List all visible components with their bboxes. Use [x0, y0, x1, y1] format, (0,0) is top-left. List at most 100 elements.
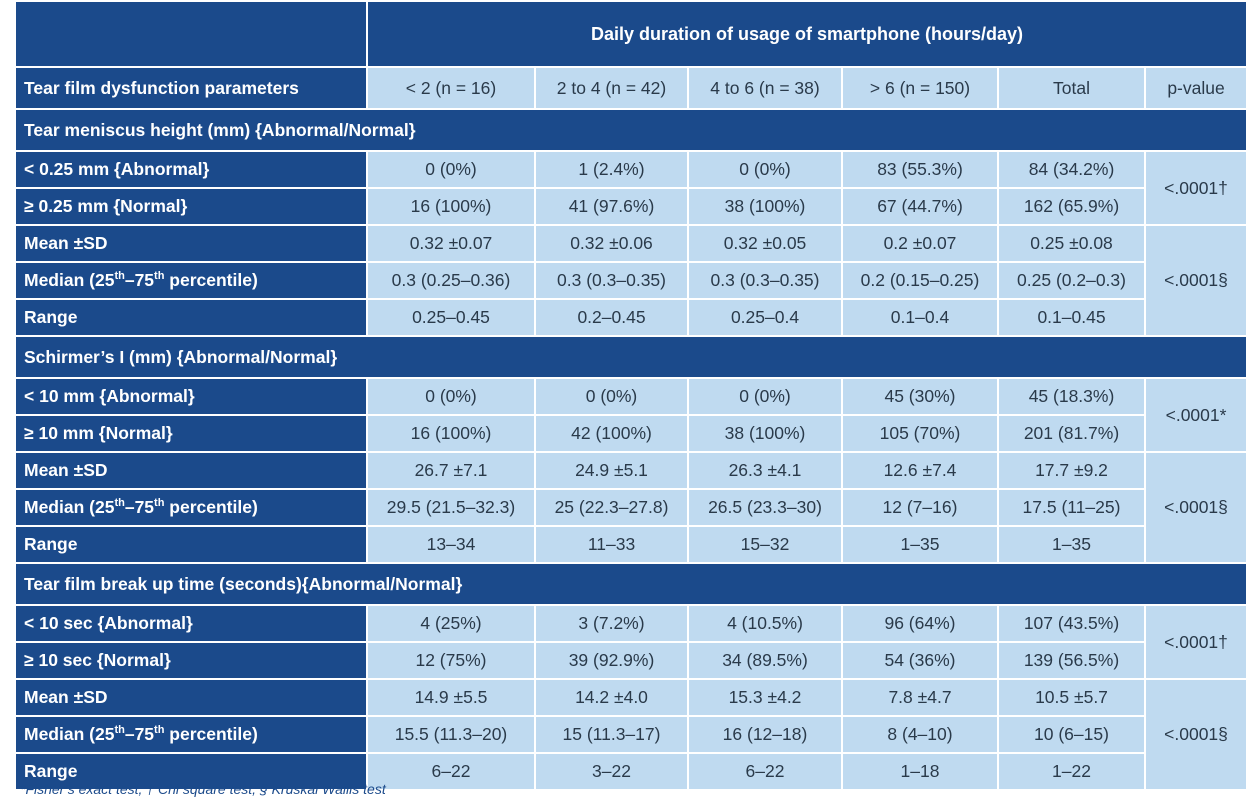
- table-row: Mean ±SD 14.9 ±5.5 14.2 ±4.0 15.3 ±4.2 7.8 ±…: [14, 678, 1249, 791]
- data-cell: 10 (6–15): [997, 715, 1146, 754]
- header-corner-cell: [14, 0, 368, 68]
- data-cell: 12 (7–16): [841, 488, 999, 527]
- section-title: Schirmer’s I (mm) {Abnormal/Normal}: [13, 335, 1249, 379]
- row-label: Range: [14, 752, 368, 791]
- header-row-top: Daily duration of usage of smartphone (h…: [14, 0, 1249, 68]
- column-header: p-value: [1143, 66, 1249, 110]
- data-cell: 0.32 ±0.07: [366, 224, 536, 263]
- row-label: Mean ±SD: [14, 224, 368, 263]
- p-value-cell: <.0001*: [1143, 377, 1249, 453]
- table-row: < 10 sec {Abnormal} 4 (25%) 3 (7.2%) 4 (10.…: [14, 604, 1249, 680]
- section-header-row: Tear film break up time (seconds){Abnorm…: [13, 562, 1249, 606]
- column-header: Total: [997, 66, 1146, 110]
- data-cell: 17.7 ±9.2: [997, 451, 1146, 490]
- data-cell: 4 (10.5%): [687, 604, 843, 643]
- data-cell: 38 (100%): [687, 187, 843, 226]
- section-title: Tear film break up time (seconds){Abnorm…: [13, 562, 1249, 606]
- data-cell: 105 (70%): [841, 414, 999, 453]
- data-cell: 45 (18.3%): [997, 377, 1146, 416]
- data-cell: 0.32 ±0.06: [534, 224, 689, 263]
- data-cell: 26.5 (23.3–30): [687, 488, 843, 527]
- data-cell: 139 (56.5%): [997, 641, 1146, 680]
- table-row: ≥ 10 sec {Normal} 12 (75%) 39 (92.9%) 34 (8…: [14, 641, 1247, 680]
- span-title: Daily duration of usage of smartphone (h…: [365, 0, 1249, 68]
- data-cell: 10.5 ±5.7: [997, 678, 1146, 717]
- data-cell: 41 (97.6%): [534, 187, 689, 226]
- table-row: Mean ±SD 0.32 ±0.07 0.32 ±0.06 0.32 ±0.05 0.…: [14, 224, 1249, 337]
- table-row: < 0.25 mm {Abnormal} 0 (0%) 1 (2.4%) 0 (0%)…: [14, 150, 1249, 226]
- data-cell: 83 (55.3%): [841, 150, 999, 189]
- column-header: < 2 (n = 16): [366, 66, 536, 110]
- results-table-container: Daily duration of usage of smartphone (h…: [13, 0, 1249, 791]
- data-cell: 15.5 (11.3–20): [366, 715, 536, 754]
- table-row: ≥ 0.25 mm {Normal} 16 (100%) 41 (97.6%) 38 …: [14, 187, 1247, 226]
- data-cell: 96 (64%): [841, 604, 999, 643]
- table-row: Range 6–22 3–22 6–22 1–18 1–22: [14, 752, 1247, 791]
- data-cell: 201 (81.7%): [997, 414, 1146, 453]
- row-label: ≥ 0.25 mm {Normal}: [14, 187, 368, 226]
- table-row: ≥ 10 mm {Normal} 16 (100%) 42 (100%) 38 (10…: [14, 414, 1247, 453]
- row-label: Range: [14, 525, 368, 564]
- p-value-cell: <.0001†: [1143, 150, 1249, 226]
- section-title: Tear meniscus height (mm) {Abnormal/Norm…: [13, 108, 1249, 152]
- data-cell: 12.6 ±7.4: [841, 451, 999, 490]
- data-cell: 12 (75%): [366, 641, 536, 680]
- data-cell: 0.2 (0.15–0.25): [841, 261, 999, 300]
- data-cell: 0.3 (0.3–0.35): [534, 261, 689, 300]
- row-label: Median (25th–75th percentile): [14, 715, 368, 754]
- p-value-cell: <.0001†: [1143, 604, 1249, 680]
- row-label: Mean ±SD: [14, 451, 368, 490]
- data-cell: 1–18: [841, 752, 999, 791]
- data-cell: 26.7 ±7.1: [366, 451, 536, 490]
- data-cell: 3 (7.2%): [534, 604, 689, 643]
- data-cell: 39 (92.9%): [534, 641, 689, 680]
- table-row: Median (25th–75th percentile) 29.5 (21.5–…: [14, 488, 1247, 527]
- data-cell: 107 (43.5%): [997, 604, 1146, 643]
- data-cell: 26.3 ±4.1: [687, 451, 843, 490]
- data-cell: 0.25–0.45: [366, 298, 536, 337]
- section-header-row: Tear meniscus height (mm) {Abnormal/Norm…: [13, 108, 1249, 152]
- row-label: < 10 mm {Abnormal}: [14, 377, 368, 416]
- data-cell: 42 (100%): [534, 414, 689, 453]
- data-cell: 17.5 (11–25): [997, 488, 1146, 527]
- data-cell: 0.25 ±0.08: [997, 224, 1146, 263]
- data-cell: 0.1–0.45: [997, 298, 1146, 337]
- header-row-columns: Tear film dysfunction parameters < 2 (n …: [14, 66, 1249, 110]
- p-value-cell: <.0001§: [1143, 678, 1249, 791]
- data-cell: 25 (22.3–27.8): [534, 488, 689, 527]
- row-label: Median (25th–75th percentile): [14, 261, 368, 300]
- table-row: Median (25th–75th percentile) 0.3 (0.25–0…: [14, 261, 1247, 300]
- data-cell: 0.1–0.4: [841, 298, 999, 337]
- data-cell: 11–33: [534, 525, 689, 564]
- data-cell: 1–35: [997, 525, 1146, 564]
- data-cell: 67 (44.7%): [841, 187, 999, 226]
- param-header: Tear film dysfunction parameters: [14, 66, 368, 110]
- column-header: 2 to 4 (n = 42): [534, 66, 689, 110]
- data-cell: 0.2–0.45: [534, 298, 689, 337]
- data-cell: 45 (30%): [841, 377, 999, 416]
- data-cell: 38 (100%): [687, 414, 843, 453]
- data-cell: 8 (4–10): [841, 715, 999, 754]
- data-cell: 6–22: [366, 752, 536, 791]
- data-cell: 0 (0%): [534, 377, 689, 416]
- row-label: Median (25th–75th percentile): [14, 488, 368, 527]
- table-row: Median (25th–75th percentile) 15.5 (11.3–…: [14, 715, 1247, 754]
- data-cell: 4 (25%): [366, 604, 536, 643]
- row-label: Range: [14, 298, 368, 337]
- table-row: Range 13–34 11–33 15–32 1–35 1–35: [14, 525, 1247, 564]
- data-cell: 14.2 ±4.0: [534, 678, 689, 717]
- data-cell: 0.2 ±0.07: [841, 224, 999, 263]
- data-cell: 54 (36%): [841, 641, 999, 680]
- data-cell: 34 (89.5%): [687, 641, 843, 680]
- data-cell: 16 (100%): [366, 187, 536, 226]
- data-cell: 0.25 (0.2–0.3): [997, 261, 1146, 300]
- data-cell: 15–32: [687, 525, 843, 564]
- section-header-row: Schirmer’s I (mm) {Abnormal/Normal}: [13, 335, 1249, 379]
- row-label: ≥ 10 sec {Normal}: [14, 641, 368, 680]
- data-cell: 1 (2.4%): [534, 150, 689, 189]
- p-value-cell: <.0001§: [1143, 224, 1249, 337]
- data-cell: 0 (0%): [366, 150, 536, 189]
- data-cell: 6–22: [687, 752, 843, 791]
- row-label: < 10 sec {Abnormal}: [14, 604, 368, 643]
- data-cell: 1–35: [841, 525, 999, 564]
